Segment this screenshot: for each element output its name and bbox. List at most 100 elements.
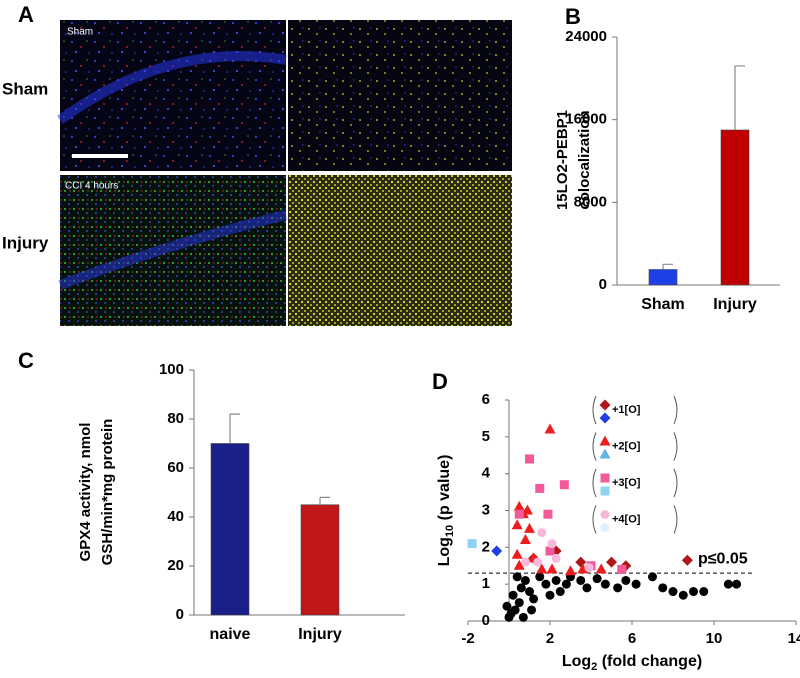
point xyxy=(681,554,693,566)
point xyxy=(595,563,607,574)
y-tick-label: 4 xyxy=(482,465,491,482)
point xyxy=(535,483,545,493)
y-axis-label: GSH/min*mg protein xyxy=(99,419,116,566)
point xyxy=(536,563,548,574)
x-tick-label: 2 xyxy=(546,630,554,647)
cell-band xyxy=(58,210,288,290)
x-tick-label: Sham xyxy=(641,296,685,313)
micrographs xyxy=(57,20,512,326)
error-bar xyxy=(662,263,673,270)
y-tick-label: 16000 xyxy=(565,111,607,128)
point xyxy=(551,553,561,563)
point xyxy=(514,509,524,519)
point xyxy=(631,579,641,589)
legend-label: +4[O] xyxy=(612,513,641,525)
image-label: Sham xyxy=(67,27,93,38)
point xyxy=(613,583,623,593)
y-tick-label: 24000 xyxy=(565,28,607,45)
legend-marker xyxy=(600,510,610,519)
point xyxy=(547,539,557,549)
point xyxy=(467,539,477,549)
legend-bracket xyxy=(592,505,678,534)
error-bar xyxy=(229,413,240,444)
panel-label: B xyxy=(565,4,581,29)
error-bar xyxy=(734,65,745,130)
point xyxy=(658,583,668,593)
point xyxy=(617,564,627,574)
point xyxy=(516,583,526,593)
point xyxy=(514,598,524,608)
point xyxy=(689,587,698,597)
scale-bar xyxy=(72,154,128,158)
y-tick-label: 3 xyxy=(482,501,490,518)
y-tick-label: 20 xyxy=(167,557,184,574)
point xyxy=(513,559,525,570)
point xyxy=(575,556,587,568)
legend-marker xyxy=(599,448,611,459)
point xyxy=(668,587,678,597)
y-tick-label: 1 xyxy=(482,575,490,592)
y-tick-label: 5 xyxy=(482,428,490,445)
legend-bracket xyxy=(592,468,678,498)
point xyxy=(606,556,617,568)
point xyxy=(592,574,602,584)
point xyxy=(577,563,589,574)
point xyxy=(555,587,565,597)
legend-marker xyxy=(600,486,610,496)
x-axis-label-part: (fold change) xyxy=(597,653,702,670)
image-injury-merge xyxy=(60,175,286,326)
point xyxy=(533,557,543,567)
y-axis-label-part: Log xyxy=(436,537,453,566)
point xyxy=(559,480,569,490)
point xyxy=(546,563,558,574)
x-tick-label: 14 xyxy=(788,630,800,647)
x-axis-label: Log2 (fold change) xyxy=(562,653,702,673)
cell-band xyxy=(57,51,287,125)
x-tick-label: Injury xyxy=(298,626,342,643)
point xyxy=(506,609,516,619)
point xyxy=(561,579,571,589)
bar xyxy=(300,504,340,616)
point xyxy=(491,545,503,557)
panel-label: A xyxy=(18,2,34,27)
y-axis-label: GPX4 activity, nmol xyxy=(77,423,94,562)
point xyxy=(543,509,553,519)
point xyxy=(537,528,547,538)
bar xyxy=(720,129,750,286)
panel-label: D xyxy=(432,369,448,394)
row-label: Sham xyxy=(2,79,48,98)
point xyxy=(732,579,742,589)
x-tick-label: -2 xyxy=(461,630,474,647)
point xyxy=(529,594,539,604)
point xyxy=(502,601,512,611)
point xyxy=(527,605,537,615)
y-tick-label: 6 xyxy=(482,391,490,408)
y-tick-label: 0 xyxy=(482,612,490,629)
x-axis-label-part: 2 xyxy=(591,661,597,673)
point xyxy=(678,590,688,600)
point xyxy=(541,579,551,589)
point xyxy=(518,612,528,622)
point xyxy=(511,548,523,559)
legend-label: +1[O] xyxy=(612,404,641,416)
point xyxy=(508,590,518,600)
y-tick-label: 40 xyxy=(167,508,184,525)
y-tick-label: 2 xyxy=(482,538,490,555)
error-bar xyxy=(319,496,330,505)
point xyxy=(524,522,535,533)
point xyxy=(520,557,530,567)
legend-marker xyxy=(599,399,611,411)
point xyxy=(511,519,523,530)
point xyxy=(576,575,586,585)
bar xyxy=(210,443,250,616)
point xyxy=(513,500,525,511)
point xyxy=(545,546,555,556)
point xyxy=(723,579,733,589)
legend-label: +3[O] xyxy=(612,477,641,489)
y-tick-label: 0 xyxy=(599,276,607,293)
x-tick-label: 6 xyxy=(628,630,636,647)
point xyxy=(520,575,530,585)
point xyxy=(621,575,631,585)
y-tick-label: 8000 xyxy=(574,193,607,210)
image-injury-channel xyxy=(288,175,512,326)
